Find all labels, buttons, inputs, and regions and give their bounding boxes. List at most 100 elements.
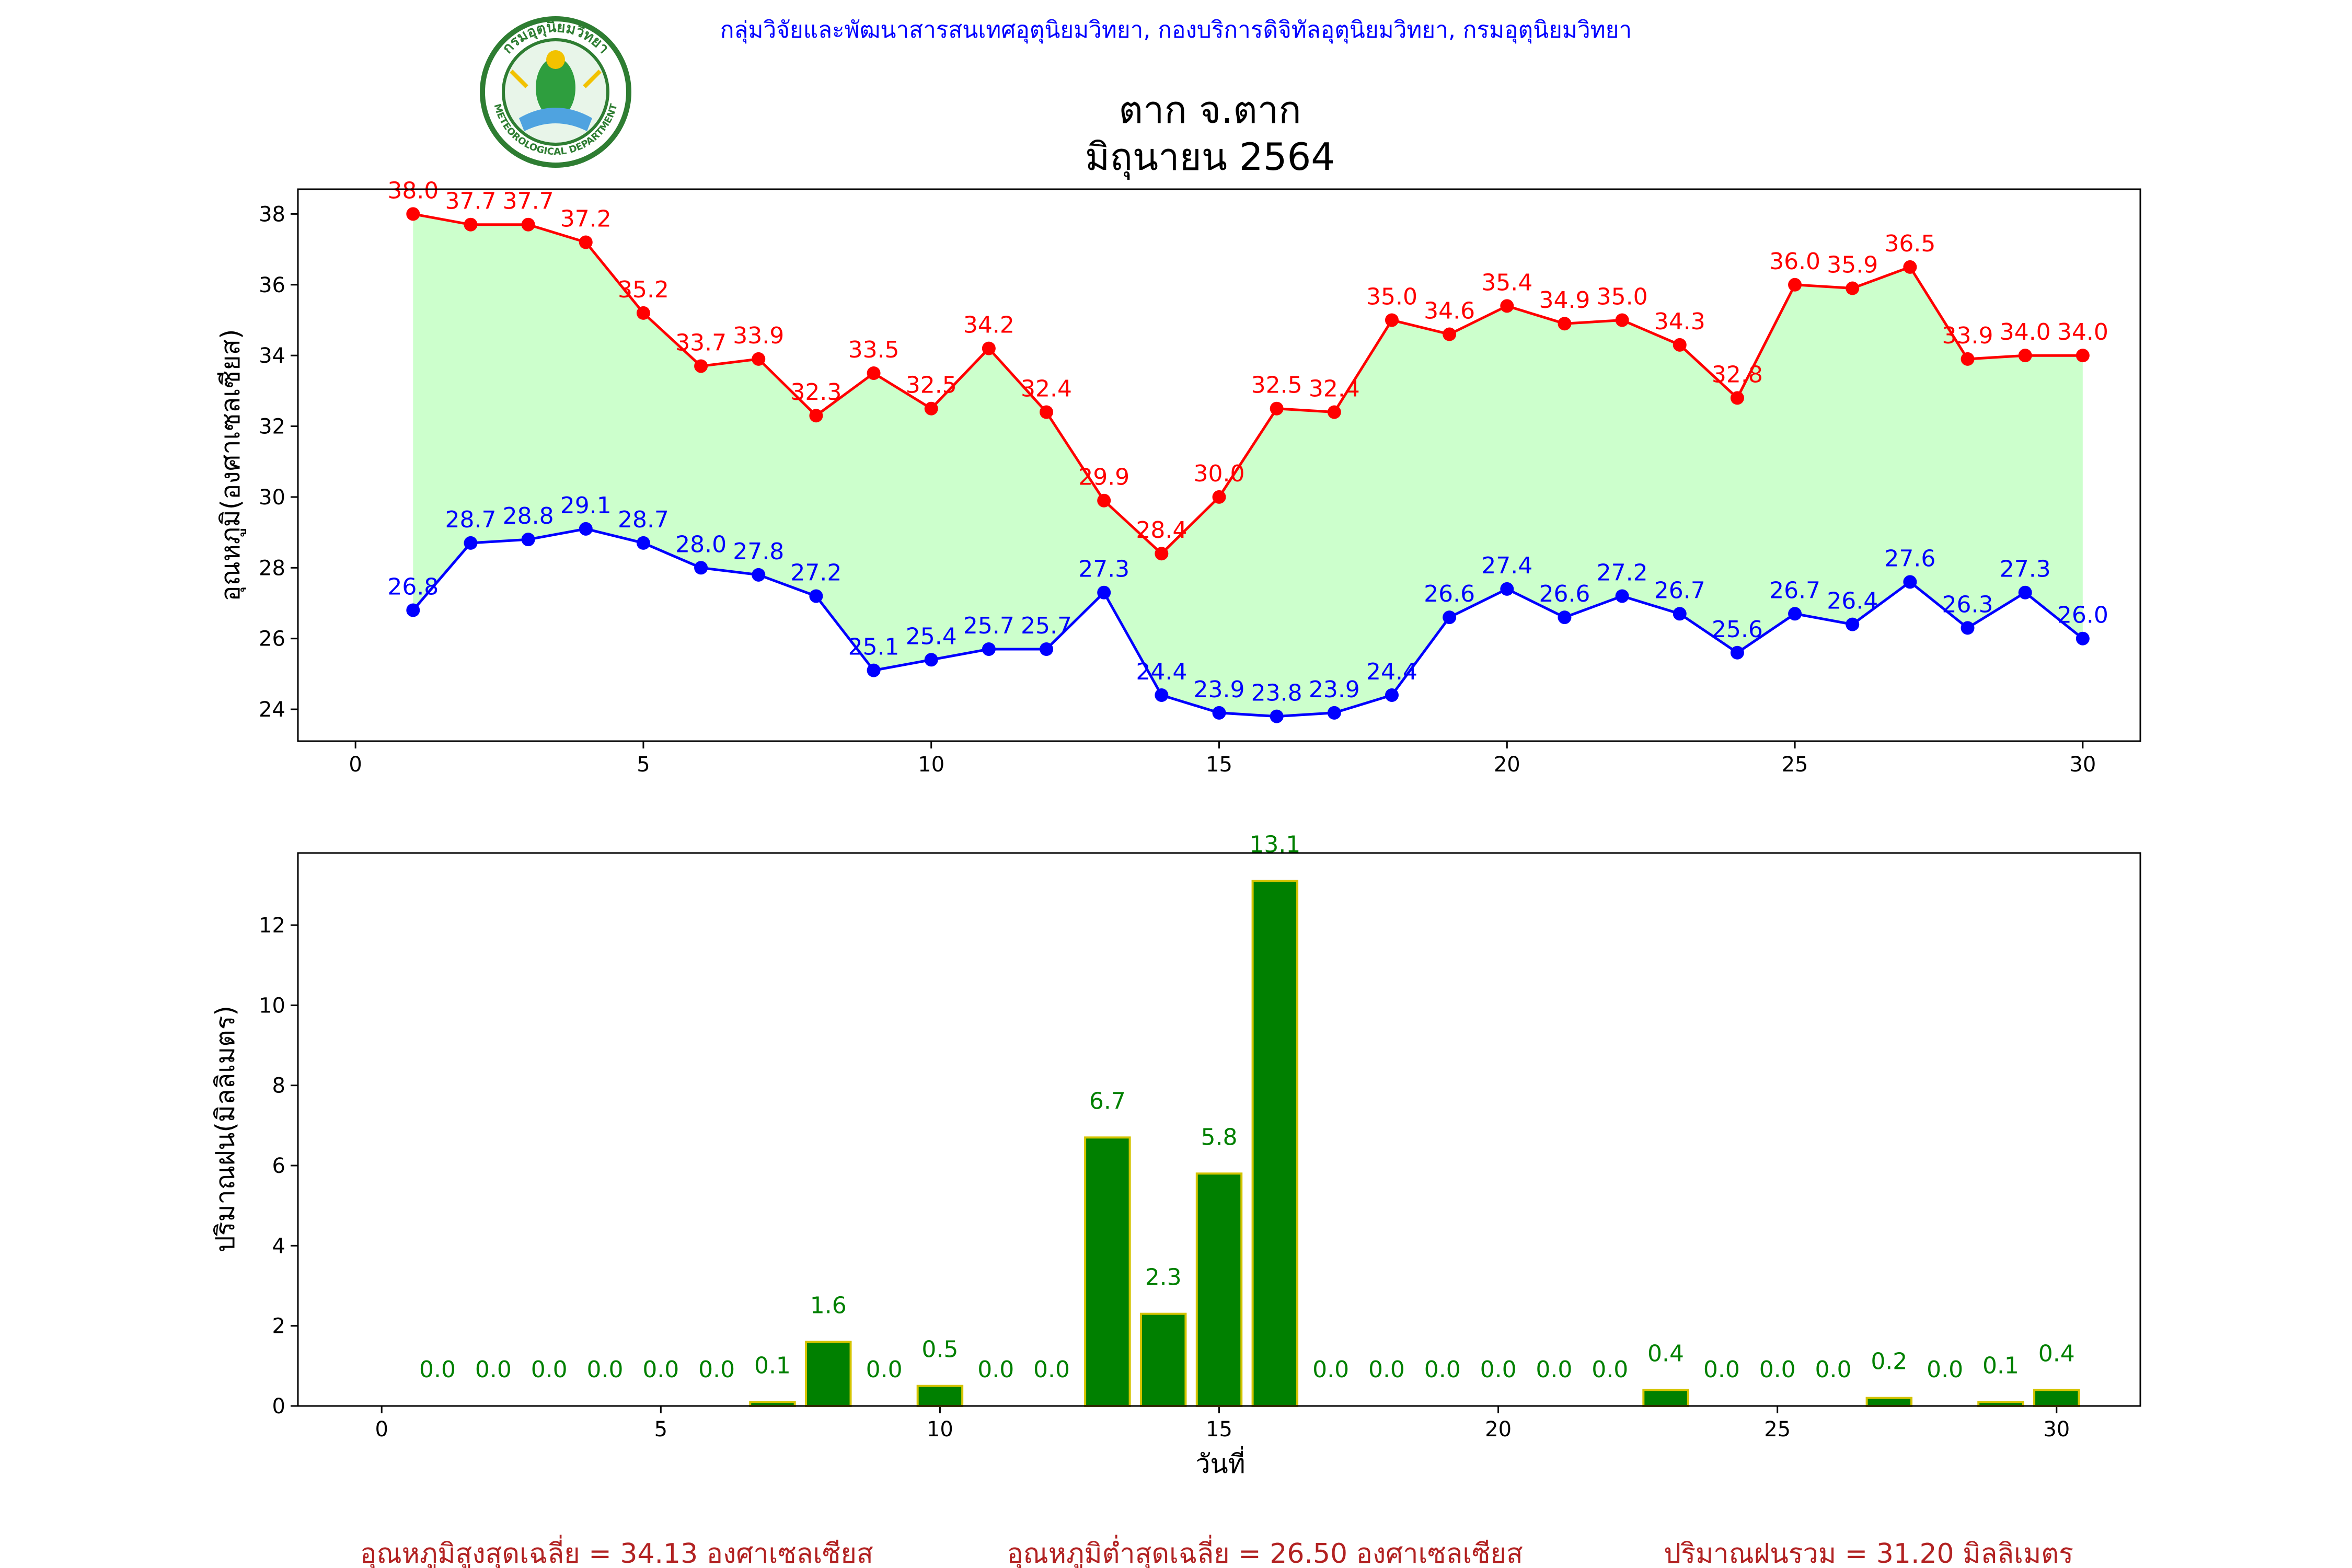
footer-total-rain: ปริมาณฝนรวม = 31.20 มิลลิเมตร xyxy=(1664,1538,2073,1568)
temperature-y-tick-label: 32 xyxy=(259,415,285,439)
min-temp-data-label: 28.8 xyxy=(503,503,554,529)
min-temp-point xyxy=(1558,610,1572,625)
department-logo: กรมอุตุนิยมวิทยา METEOROLOGICAL DEPARTME… xyxy=(480,16,631,168)
max-temp-point xyxy=(1155,547,1169,561)
min-temp-point xyxy=(982,642,996,656)
rainfall-bar xyxy=(805,1341,852,1407)
max-temp-point xyxy=(1270,401,1284,416)
min-temp-point xyxy=(1500,582,1514,596)
min-temp-data-label: 27.6 xyxy=(1884,545,1935,572)
min-temp-data-label: 25.1 xyxy=(848,634,900,661)
max-temp-point xyxy=(1730,391,1744,405)
rainfall-x-tick-label: 0 xyxy=(375,1417,388,1442)
min-temp-data-label: 26.8 xyxy=(387,574,439,601)
max-temp-data-label: 37.7 xyxy=(445,188,496,215)
max-temp-point xyxy=(521,217,535,232)
rainfall-data-label: 0.0 xyxy=(642,1356,679,1383)
min-temp-data-label: 25.6 xyxy=(1712,616,1763,643)
rainfall-x-tick-label: 20 xyxy=(1485,1417,1512,1442)
max-temp-point xyxy=(636,306,650,320)
rainfall-y-tick-label: 6 xyxy=(272,1154,285,1178)
max-temp-point xyxy=(1961,352,1975,366)
max-temp-data-label: 34.3 xyxy=(1654,308,1705,335)
min-temp-data-label: 28.7 xyxy=(618,506,669,533)
logo-deity-emblem xyxy=(510,50,602,131)
max-temp-data-label: 33.7 xyxy=(675,329,727,356)
max-temp-data-label: 34.0 xyxy=(2057,319,2108,345)
max-temp-point xyxy=(1673,338,1687,352)
min-temp-data-label: 28.0 xyxy=(675,531,727,558)
max-temp-point xyxy=(1558,317,1572,331)
min-temp-point xyxy=(2018,585,2032,599)
min-temp-data-label: 26.7 xyxy=(1654,577,1705,604)
min-temp-data-label: 25.7 xyxy=(1021,613,1072,639)
min-temp-data-label: 27.3 xyxy=(1078,556,1129,583)
max-temp-data-label: 32.4 xyxy=(1021,375,1072,402)
max-temp-data-label: 34.6 xyxy=(1424,298,1475,325)
max-temp-data-label: 37.2 xyxy=(560,206,612,233)
min-temp-data-label: 28.7 xyxy=(445,506,496,533)
max-temp-data-label: 32.8 xyxy=(1712,361,1763,388)
org-line: กลุ่มวิจัยและพัฒนาสารสนเทศอุตุนิยมวิทยา,… xyxy=(720,17,1632,44)
max-temp-data-label: 35.4 xyxy=(1481,269,1532,296)
rainfall-chart: 0 5 10 15 20 25 30 0 2 4 6 8 10 12 0.0 0.0 0.0 0.0 0.0 0.0 0… xyxy=(259,832,2141,1442)
rainfall-y-tick-label: 0 xyxy=(272,1394,285,1419)
max-temp-data-label: 33.5 xyxy=(848,337,900,363)
min-temp-data-label: 27.8 xyxy=(733,538,784,565)
rainfall-data-label: 0.0 xyxy=(1424,1356,1461,1383)
min-temp-data-label: 27.2 xyxy=(1597,559,1648,586)
rainfall-data-label: 0.1 xyxy=(1982,1352,2019,1379)
max-temp-point xyxy=(1327,405,1341,419)
min-temp-point xyxy=(579,522,593,536)
max-temp-point xyxy=(464,217,478,232)
max-temp-point xyxy=(1788,278,1802,292)
max-temp-data-label: 38.0 xyxy=(387,177,439,204)
min-temp-data-label: 27.3 xyxy=(2000,556,2051,583)
rainfall-data-label: 0.0 xyxy=(531,1356,568,1383)
max-temp-point xyxy=(694,359,708,373)
rainfall-data-label: 0.0 xyxy=(1592,1356,1628,1383)
min-temp-point xyxy=(1443,610,1457,625)
min-temp-point xyxy=(1040,642,1054,656)
max-temp-data-label: 30.0 xyxy=(1194,460,1245,487)
max-temp-point xyxy=(1615,313,1629,327)
rainfall-x-tick-label: 15 xyxy=(1206,1417,1232,1442)
min-temp-point xyxy=(1097,585,1111,599)
max-temp-point xyxy=(2018,349,2032,363)
max-temp-data-label: 35.0 xyxy=(1597,283,1648,310)
chart-title-line1: ตาก จ.ตาก xyxy=(1119,88,1301,132)
rainfall-plot-frame xyxy=(297,852,2141,1407)
min-temp-point xyxy=(2076,631,2090,645)
rainfall-x-tick-label: 5 xyxy=(654,1417,667,1442)
min-temp-data-label: 23.9 xyxy=(1194,676,1245,703)
rainfall-data-label: 0.0 xyxy=(1703,1356,1740,1383)
min-temp-point xyxy=(1270,709,1284,723)
rainfall-y-axis-label: ปริมาณฝน(มิลลิเมตร) xyxy=(210,1006,240,1252)
temperature-y-tick-label: 38 xyxy=(259,202,285,226)
min-temp-point xyxy=(1327,706,1341,720)
rainfall-data-label: 0.0 xyxy=(698,1356,735,1383)
max-temp-point xyxy=(579,235,593,249)
max-temp-data-label: 34.9 xyxy=(1539,287,1590,314)
max-temp-data-label: 33.9 xyxy=(1942,322,1993,349)
max-temp-data-label: 32.5 xyxy=(906,372,957,399)
rainfall-data-label: 0.0 xyxy=(587,1356,624,1383)
rainfall-data-label: 0.0 xyxy=(1033,1356,1070,1383)
rainfall-data-label: 0.0 xyxy=(475,1356,512,1383)
rainfall-data-label: 0.0 xyxy=(1536,1356,1572,1383)
min-temp-data-label: 26.4 xyxy=(1827,588,1878,615)
max-temp-line xyxy=(412,212,2083,556)
min-temp-point xyxy=(867,663,881,677)
rainfall-data-label: 13.1 xyxy=(1249,832,1300,858)
max-temp-data-label: 35.2 xyxy=(618,276,669,303)
rainfall-data-label: 0.0 xyxy=(1480,1356,1517,1383)
rainfall-data-label: 0.0 xyxy=(1815,1356,1852,1383)
min-temp-data-label: 26.7 xyxy=(1769,577,1820,604)
rainfall-x-tick-label: 10 xyxy=(927,1417,953,1442)
max-temp-data-label: 34.0 xyxy=(2000,319,2051,345)
min-temp-point xyxy=(1788,607,1802,621)
max-temp-point xyxy=(1443,327,1457,341)
rainfall-y-tick-label: 2 xyxy=(272,1315,285,1339)
temperature-y-axis-label: อุณหภูมิ(องศาเซลเซียส) xyxy=(215,329,246,601)
min-temp-point xyxy=(1846,617,1860,631)
